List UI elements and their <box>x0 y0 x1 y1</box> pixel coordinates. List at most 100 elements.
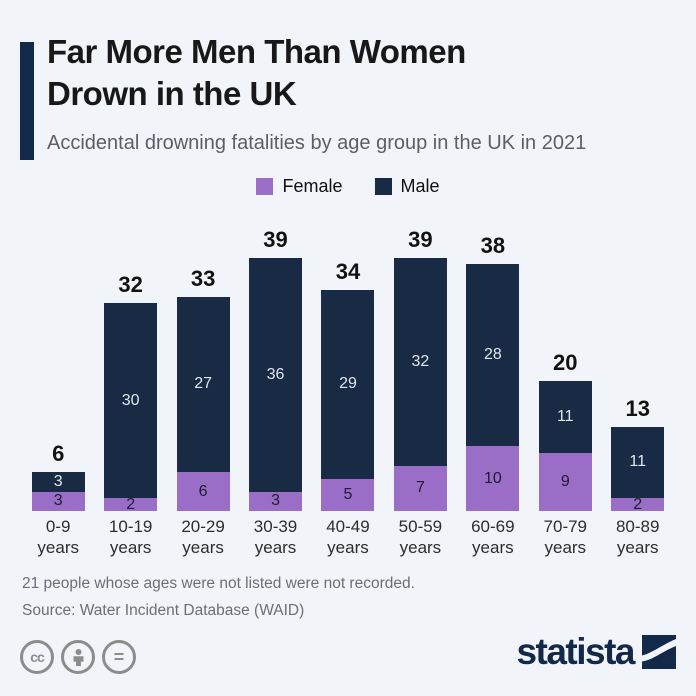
male-segment: 28 <box>466 264 520 446</box>
bar-area: 39 36 3 <box>239 191 311 511</box>
stacked-bar: 32 7 <box>393 257 447 511</box>
page-title: Far More Men Than Women Drown in the UK <box>47 31 677 115</box>
male-segment: 27 <box>176 296 230 472</box>
statista-wordmark: statista <box>516 631 635 672</box>
stacked-bar: 30 2 <box>104 303 158 513</box>
bar-total-label: 13 <box>625 395 650 421</box>
x-axis-label: 20-29 years <box>167 516 239 558</box>
x-axis-label-range: 10-19 <box>108 517 153 536</box>
female-value-label: 10 <box>483 469 502 487</box>
male-segment: 3 <box>31 472 85 492</box>
x-axis-label-unit: years <box>616 538 659 557</box>
bar-total-label: 20 <box>553 350 578 375</box>
male-segment: 11 <box>538 381 592 453</box>
footnote-note: 21 people whose ages were not listed wer… <box>22 575 415 592</box>
female-segment: 10 <box>466 446 520 511</box>
male-value-label: 28 <box>483 346 502 363</box>
female-value-label: 2 <box>126 495 136 513</box>
female-value-label: 7 <box>415 479 425 497</box>
statista-logo-mark-icon <box>642 634 676 669</box>
chart-legend: Female Male <box>0 176 696 197</box>
female-value-label: 5 <box>343 485 353 503</box>
bar-area: 38 28 10 <box>457 191 529 511</box>
female-segment: 5 <box>321 478 375 511</box>
x-axis-label-unit: years <box>182 538 224 557</box>
bar-column: 38 28 10 60-69 years <box>457 191 529 558</box>
x-axis-label-unit: years <box>37 538 79 557</box>
bar-column: 34 29 5 40-49 years <box>312 191 384 558</box>
x-axis-label-range: 80-89 <box>615 517 660 536</box>
bar-area: 13 11 2 <box>602 191 674 513</box>
bar-area: 32 30 2 <box>94 191 166 513</box>
female-value-label: 9 <box>560 472 570 490</box>
male-value-label: 29 <box>339 375 357 393</box>
x-axis-label: 80-89 years <box>602 516 674 558</box>
x-axis-label-range: 20-29 <box>181 517 225 536</box>
bar-area: 6 3 3 <box>22 191 94 511</box>
bar-area: 39 32 7 <box>384 191 456 511</box>
female-segment: 2 <box>104 495 158 513</box>
male-value-label: 30 <box>121 391 140 409</box>
x-axis-label: 10-19 years <box>94 516 166 558</box>
bar-column: 32 30 2 10-19 years <box>94 191 166 558</box>
stacked-bar-chart: 6 3 3 0-9 years 32 30 2 10-19 years 33 27 6 20-29 year… <box>22 191 674 558</box>
bar-total-label: 6 <box>52 441 65 466</box>
male-value-label: 36 <box>266 365 285 383</box>
no-derivatives-icon: = <box>102 640 136 674</box>
x-axis-label-unit: years <box>399 538 442 557</box>
stacked-bar: 28 10 <box>466 264 520 511</box>
license-icons: cc = <box>20 640 136 674</box>
male-value-label: 11 <box>629 453 647 471</box>
bar-total-label: 39 <box>408 226 433 252</box>
stacked-bar: 27 6 <box>176 296 230 511</box>
stacked-bar: 11 2 <box>611 426 665 513</box>
stacked-bar: 11 9 <box>538 381 592 511</box>
bar-total-label: 33 <box>190 265 216 291</box>
x-axis-label-unit: years <box>472 538 514 557</box>
bar-column: 20 11 9 70-79 years <box>529 191 601 558</box>
bar-area: 33 27 6 <box>167 191 239 511</box>
page-title-line1: Far More Men Than Women <box>47 33 466 70</box>
page-subtitle: Accidental drowning fatalities by age gr… <box>47 132 587 154</box>
x-axis-label: 0-9 years <box>22 516 94 558</box>
page-title-line2: Drown in the UK <box>47 75 297 112</box>
female-segment: 9 <box>538 452 592 511</box>
x-axis-label-unit: years <box>254 538 297 557</box>
male-swatch-icon <box>374 178 392 195</box>
bar-total-label: 34 <box>335 259 361 284</box>
bar-area: 20 11 9 <box>529 191 601 511</box>
x-axis-label: 50-59 years <box>384 516 456 558</box>
male-segment: 29 <box>321 290 375 479</box>
stacked-bar: 29 5 <box>321 290 375 511</box>
male-value-label: 11 <box>556 407 574 425</box>
x-axis-label-range: 0-9 <box>45 517 71 536</box>
female-value-label: 3 <box>53 492 63 510</box>
male-segment: 32 <box>393 257 447 466</box>
male-value-label: 3 <box>53 472 63 490</box>
male-segment: 30 <box>104 303 158 498</box>
x-axis-label-unit: years <box>327 538 369 557</box>
male-segment: 36 <box>249 257 303 492</box>
female-segment: 3 <box>31 491 85 511</box>
legend-label-female: Female <box>282 176 343 196</box>
bar-area: 34 29 5 <box>312 191 384 511</box>
bar-total-label: 39 <box>263 226 288 252</box>
creative-commons-icon: cc <box>20 640 54 674</box>
stacked-bar: 36 3 <box>249 257 303 511</box>
bar-column: 13 11 2 80-89 years <box>602 191 674 558</box>
x-axis-label: 70-79 years <box>529 516 601 558</box>
male-segment: 11 <box>611 426 665 498</box>
bar-column: 33 27 6 20-29 years <box>167 191 239 558</box>
x-axis-label-unit: years <box>544 538 587 557</box>
statista-logo: statista <box>516 633 676 670</box>
x-axis-label-unit: years <box>109 538 152 557</box>
female-value-label: 2 <box>633 495 643 513</box>
female-value-label: 6 <box>198 482 208 500</box>
bar-total-label: 32 <box>118 272 143 297</box>
female-swatch-icon <box>256 178 274 195</box>
footnote-source: Source: Water Incident Database (WAID) <box>22 602 305 619</box>
x-axis-label: 30-39 years <box>239 516 311 558</box>
female-segment: 3 <box>249 491 303 511</box>
title-accent-bar <box>20 42 34 160</box>
